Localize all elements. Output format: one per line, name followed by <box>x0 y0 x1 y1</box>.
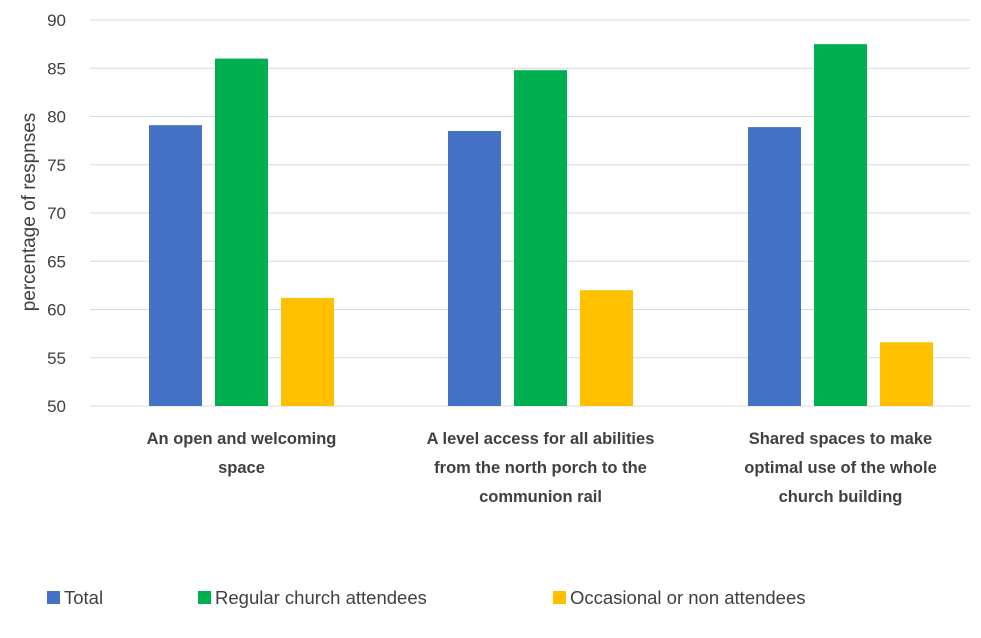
category-label: An open and welcoming space <box>147 430 337 477</box>
bar-total-2 <box>748 127 801 407</box>
legend-swatch <box>47 591 60 604</box>
y-tick-label: 60 <box>47 301 66 320</box>
legend-label: Total <box>64 587 103 608</box>
bar-regular-church-attendees-2 <box>814 44 867 406</box>
bar-occasional-or-non-attendees-0 <box>281 297 334 406</box>
y-tick-label: 85 <box>47 59 66 78</box>
legend-swatch <box>198 591 211 604</box>
x-axis-category-labels: An open and welcoming space A level access… <box>147 430 937 506</box>
bar-regular-church-attendees-1 <box>514 70 567 407</box>
y-tick-label: 70 <box>47 204 66 223</box>
y-tick-label: 55 <box>47 349 66 368</box>
bar-occasional-or-non-attendees-2 <box>880 342 933 406</box>
y-tick-label: 80 <box>47 108 66 127</box>
y-tick-label: 50 <box>47 397 66 416</box>
bars <box>149 44 933 407</box>
y-axis-tick-labels: 50 55 60 65 70 75 80 85 90 <box>47 11 66 416</box>
bar-regular-church-attendees-0 <box>215 58 268 406</box>
y-tick-label: 65 <box>47 252 66 271</box>
category-label: Shared spaces to make optimal use of the … <box>744 430 937 506</box>
bar-total-0 <box>149 125 202 406</box>
legend-label: Occasional or non attendees <box>570 587 806 608</box>
legend-swatch <box>553 591 566 604</box>
legend: Total Regular church attendees Occasional … <box>47 587 806 608</box>
y-tick-label: 75 <box>47 156 66 175</box>
bar-total-1 <box>448 130 501 406</box>
category-label: A level access for all abilities from the… <box>427 430 655 506</box>
bar-occasional-or-non-attendees-1 <box>580 290 633 406</box>
y-tick-label: 90 <box>47 11 66 30</box>
legend-label: Regular church attendees <box>215 587 427 608</box>
y-axis-title: percentage of respnses <box>19 113 40 312</box>
